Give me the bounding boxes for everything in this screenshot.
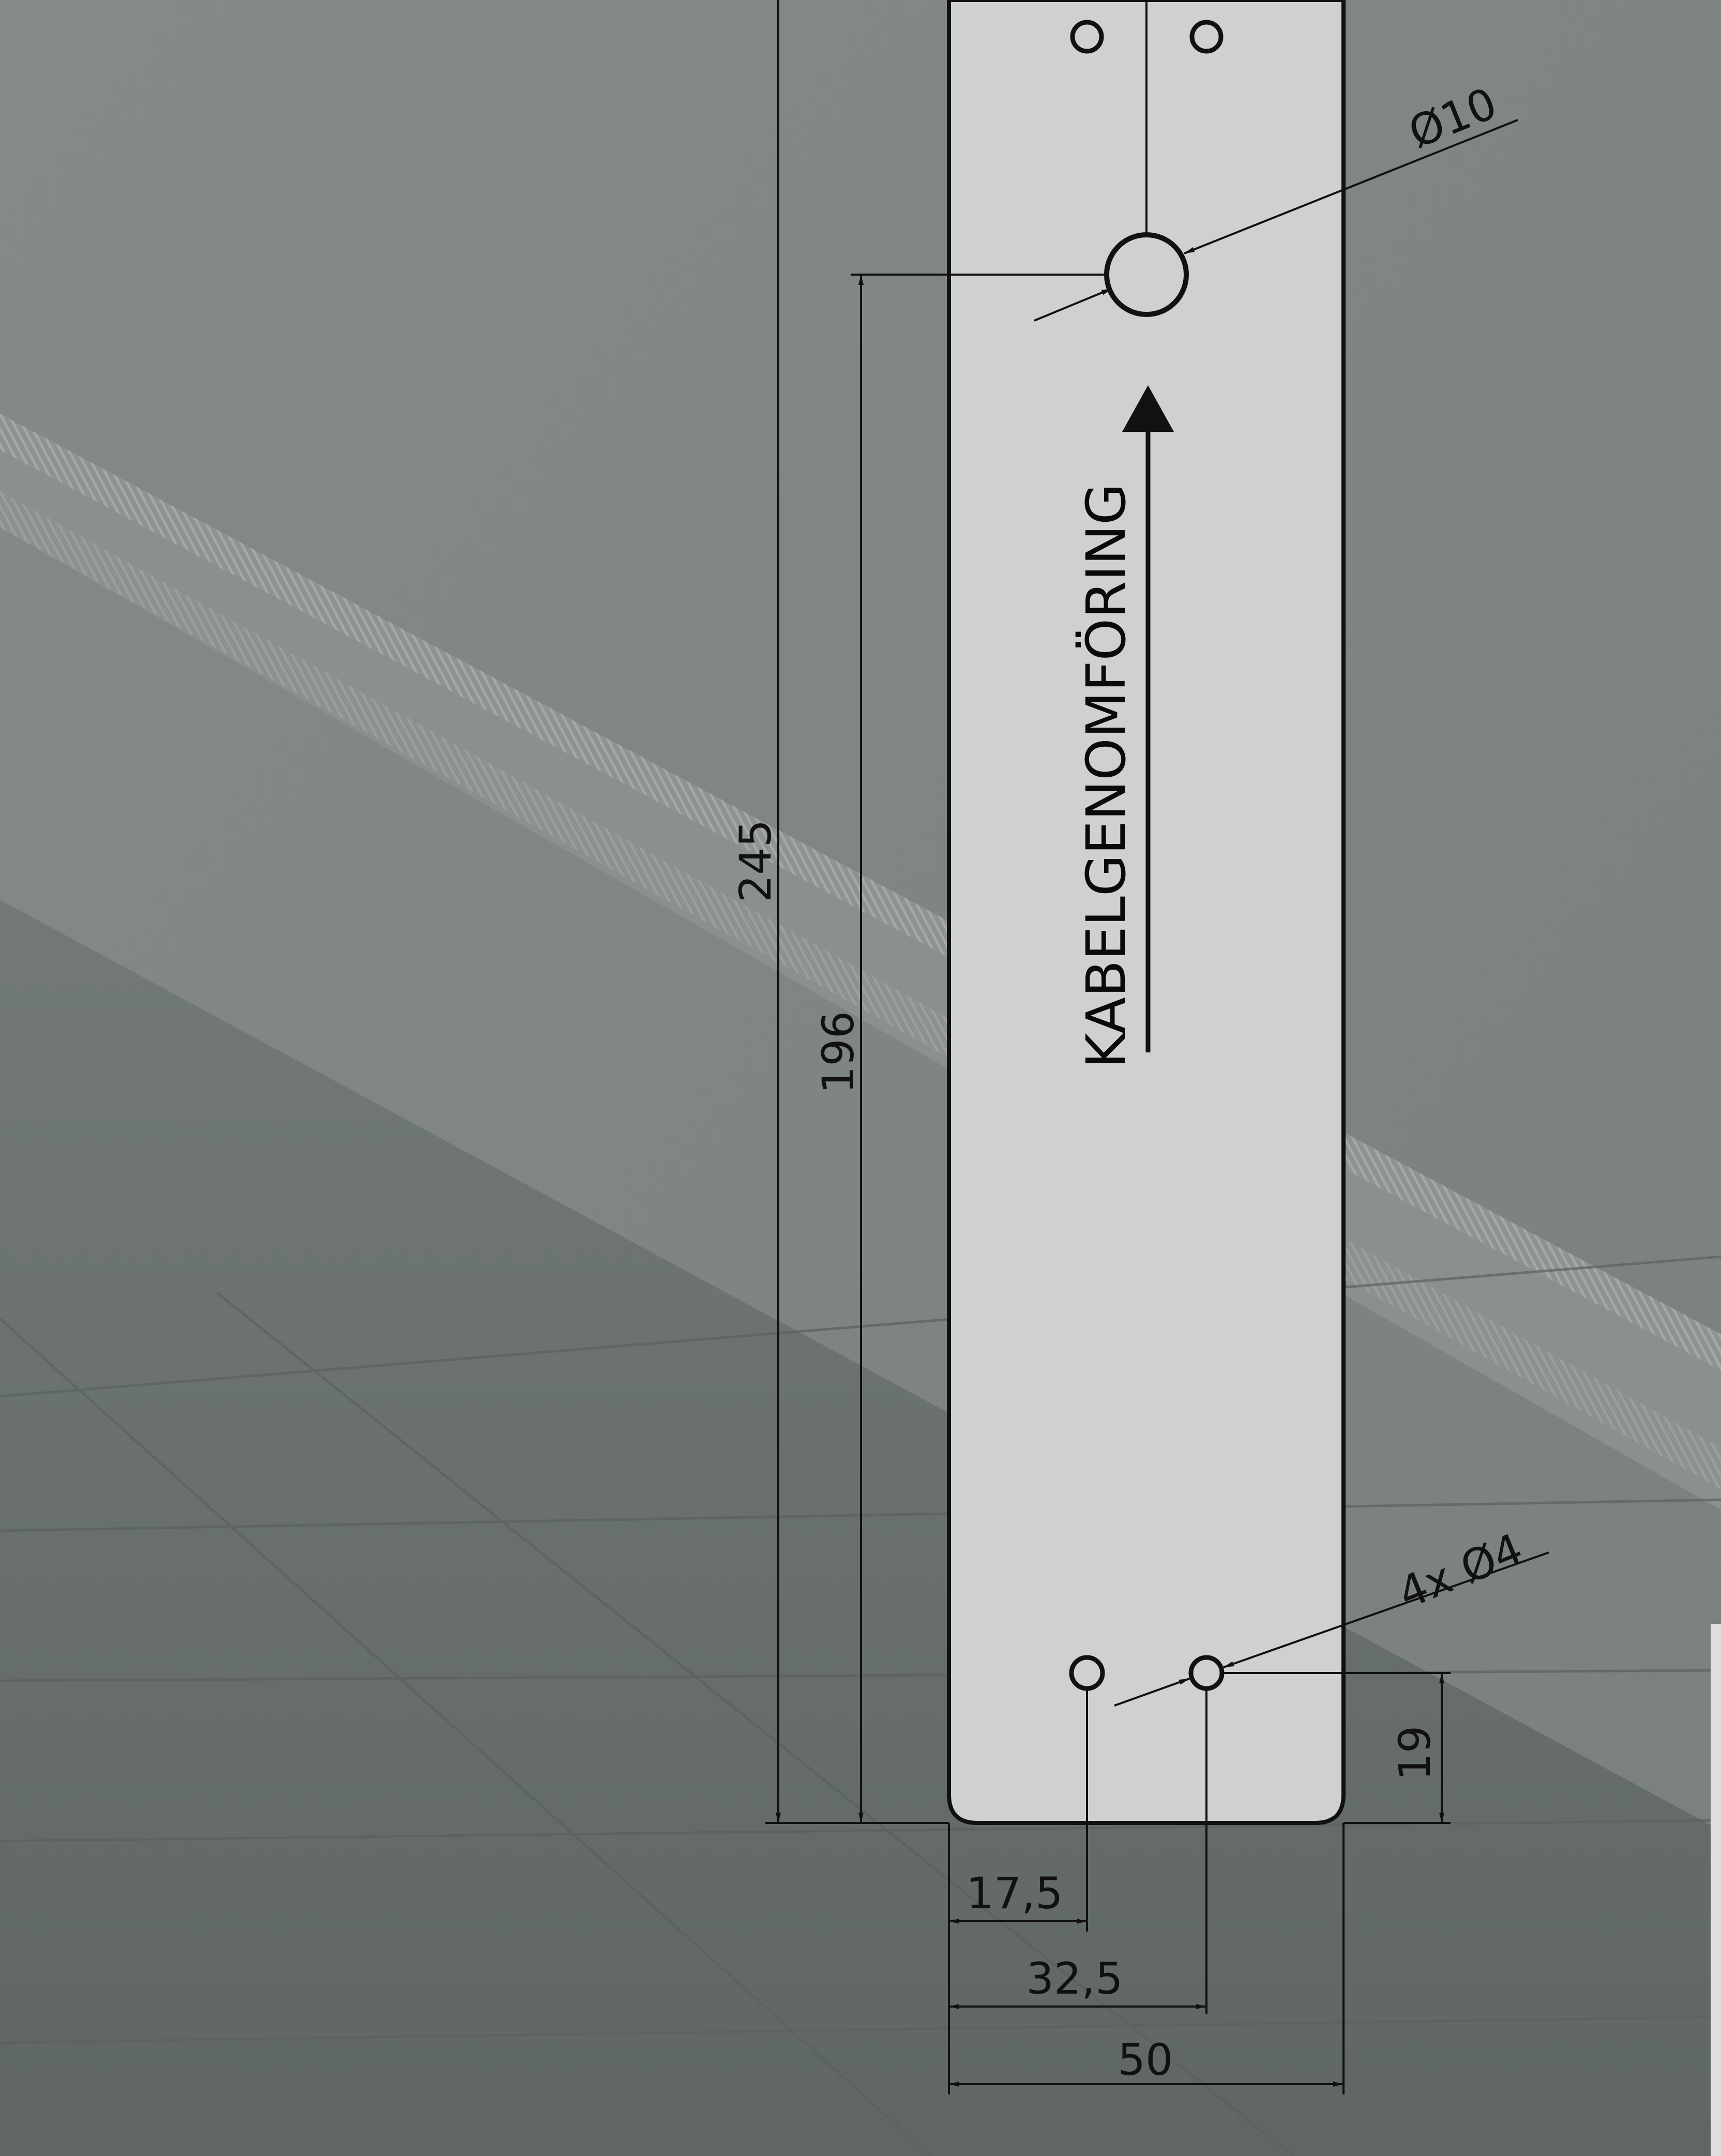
mounting-hole-top-left (1070, 20, 1104, 54)
dim-50-label: 50 (1118, 2034, 1173, 2085)
plate-label: KABELGENOMFÖRING (1075, 483, 1138, 1068)
dia10-leader-left (1034, 288, 1112, 322)
mounting-plate: KABELGENOMFÖRING (947, 0, 1346, 1825)
dim-17-5-label: 17,5 (966, 1868, 1063, 1919)
dia4-leader-left (1114, 1678, 1190, 1707)
dia4-leader-right (1223, 1551, 1549, 1668)
dia10-leader-right (1184, 119, 1518, 254)
direction-arrow-head (1122, 385, 1174, 432)
dim-196-label: 196 (813, 1011, 864, 1094)
right-edge-panel (1711, 1624, 1721, 2156)
mounting-hole-top-right (1189, 20, 1224, 54)
dim-32-5-label: 32,5 (1026, 1953, 1123, 2004)
dimensions (765, 0, 1549, 2094)
dim-245-label: 245 (730, 820, 781, 902)
dim-19-label: 19 (1390, 1726, 1440, 1781)
